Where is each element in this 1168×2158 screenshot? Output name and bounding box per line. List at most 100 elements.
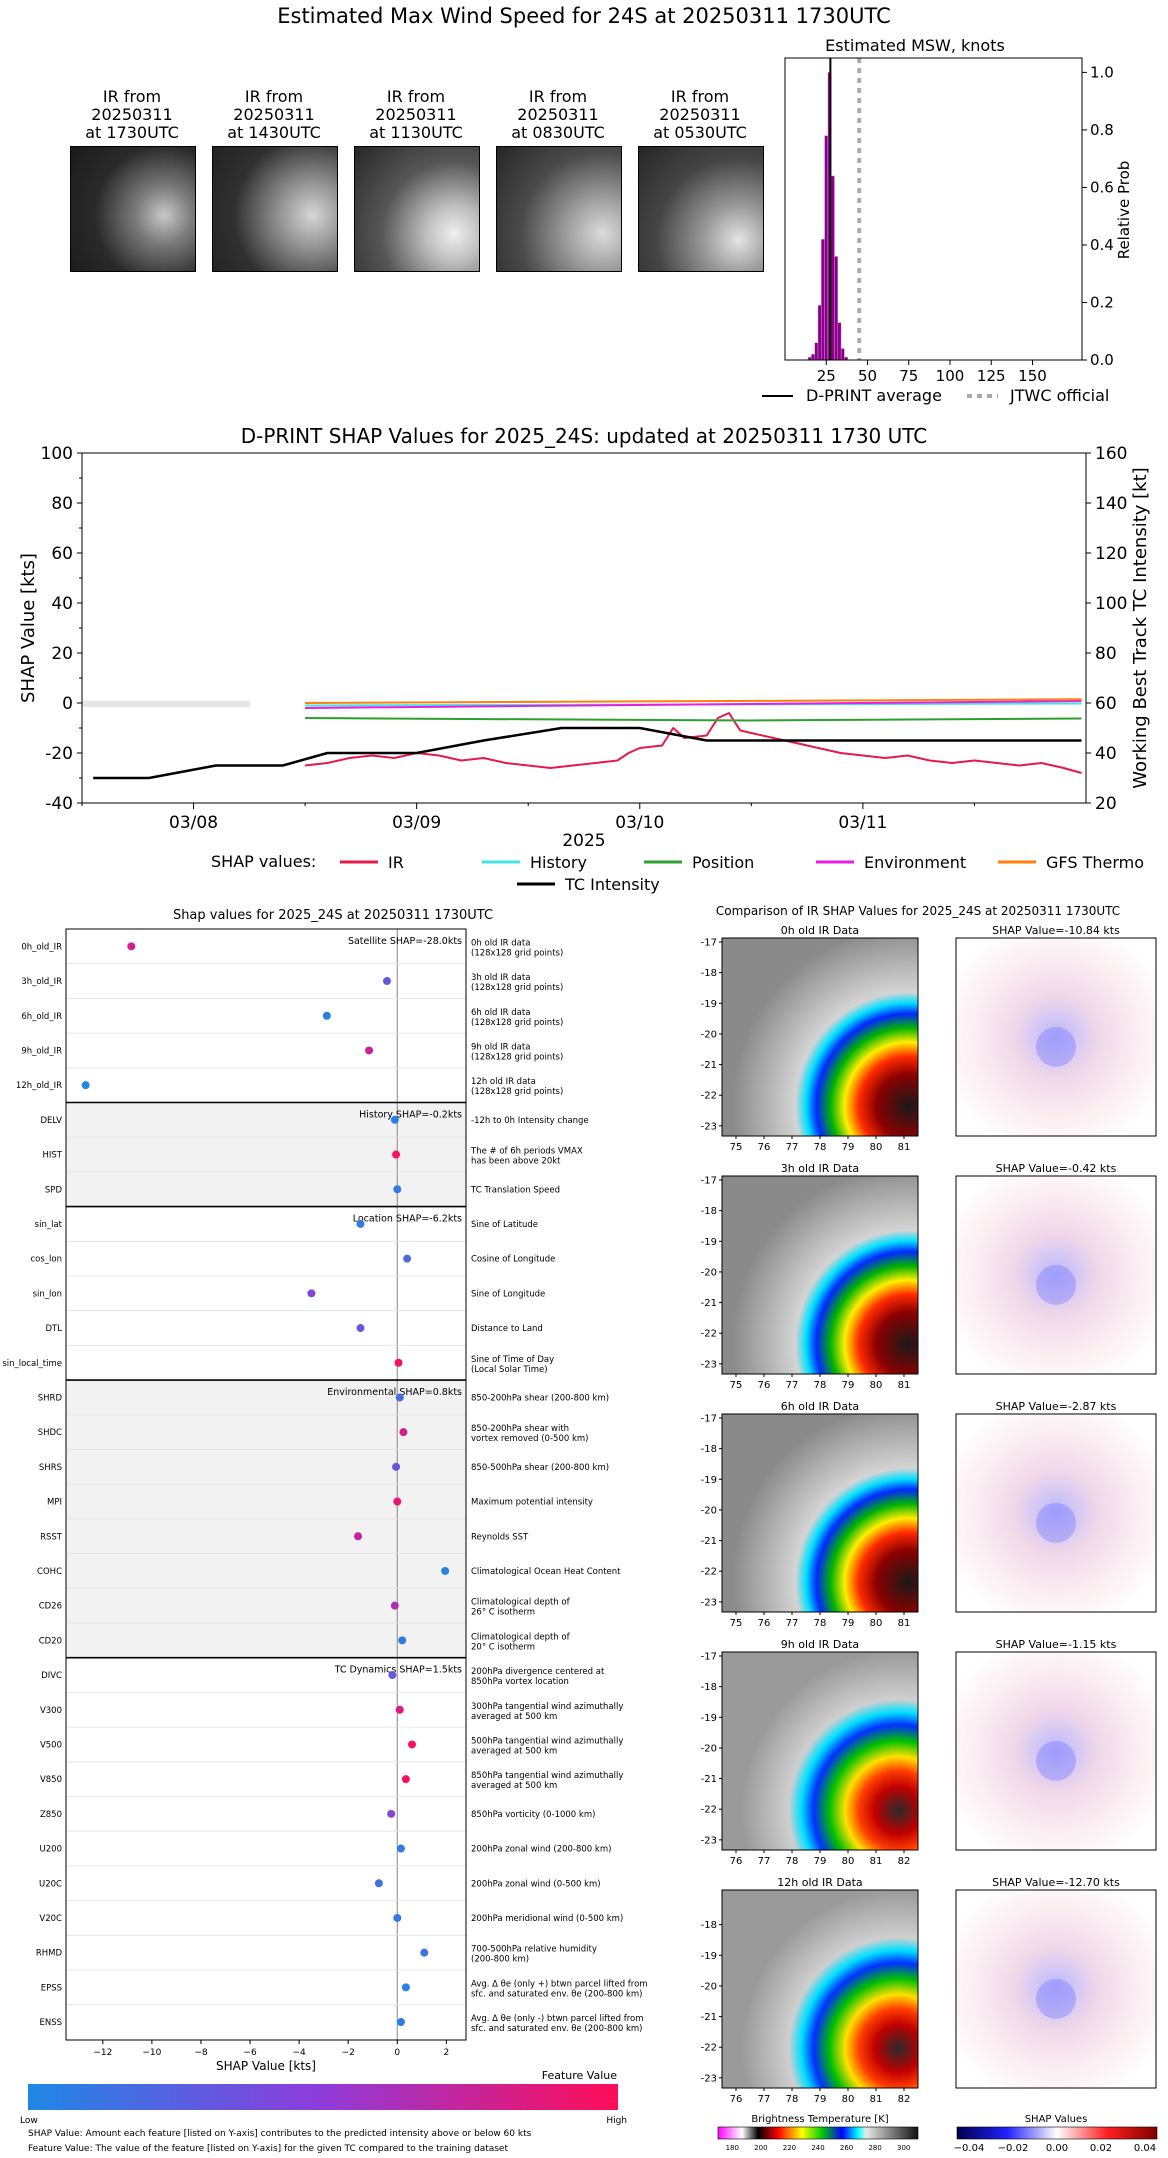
hist-bar	[840, 348, 845, 361]
shap-map-core	[1036, 1026, 1076, 1067]
bee-xlabel: SHAP Value [kts]	[216, 2059, 316, 2073]
feature-desc: averaged at 500 km	[471, 1781, 557, 1791]
ir-xtick-label: 78	[814, 1618, 827, 1629]
feature-name: V20C	[39, 1914, 62, 1924]
hist-frame	[784, 57, 1083, 361]
hist-ytick-label: 0.6	[1090, 178, 1114, 196]
ts-xtick-label: 03/08	[169, 813, 218, 833]
shap-dot	[356, 1219, 365, 1228]
legend-jtwc-label: JTWC official	[1009, 386, 1109, 405]
ts-y2tick-label: 40	[1095, 744, 1117, 764]
ir-ytick-label: -23	[701, 1597, 717, 1608]
footnote-shap: SHAP Value: Amount each feature [listed …	[28, 2129, 532, 2139]
feature-desc: averaged at 500 km	[471, 1712, 557, 1722]
feature-name: MPI	[47, 1498, 62, 1508]
ts-y2tick-label: 80	[1095, 644, 1117, 664]
feature-desc: vortex removed (0-500 km)	[471, 1434, 588, 1444]
shap-colorbar-ticks: −0.04 −0.02 0.00 0.02 0.04	[954, 2143, 1156, 2154]
shap-dot	[398, 1636, 407, 1645]
ir-xtick-label: 76	[758, 1380, 771, 1391]
shap-dot	[420, 1948, 429, 1957]
ir-xtick-label: 79	[842, 1380, 855, 1391]
bt-tick-label: 280	[868, 2144, 881, 2152]
ir-thumb-caption: IR from 20250311 at 0830UTC	[496, 88, 620, 142]
legend-label: Position	[692, 853, 754, 872]
ir-ytick-label: -22	[701, 1091, 717, 1102]
ir-ytick-label: -21	[701, 1298, 717, 1309]
hist-bar	[824, 135, 829, 361]
shap-panel-title: SHAP Value=-12.70 kts	[992, 1876, 1120, 1889]
ir-thumb-caption: IR from 20250311 at 1430UTC	[212, 88, 336, 142]
ts-legend: IR History Position Environment GFS Thermo TC…	[340, 853, 1144, 894]
ts-xlabel: 2025	[562, 831, 605, 851]
ir-ytick-label: -20	[701, 1743, 717, 1754]
cmp-title: Comparison of IR SHAP Values for 2025_24…	[716, 904, 1120, 918]
ir-ytick-label: -19	[701, 1951, 717, 1962]
shap-map	[955, 1651, 1157, 1851]
hist-ytick-label: 0.4	[1090, 236, 1114, 254]
ir-xtick-label: 76	[730, 2094, 743, 2105]
hist-bar	[831, 175, 835, 361]
feature-desc: averaged at 500 km	[471, 1746, 557, 1756]
thumb-caption-line: 20250311	[375, 105, 457, 124]
feature-desc: 300hPa tangential wind azimuthally	[471, 1702, 623, 1712]
ir-xtick-label: 77	[758, 1856, 771, 1867]
ts-ytick-label: 60	[51, 544, 73, 564]
thumb-caption-line: 20250311	[659, 105, 741, 124]
shap-map-core	[1036, 1740, 1076, 1781]
ts-ylabel: SHAP Value [kts]	[18, 553, 39, 703]
ts-xtick-label: 03/10	[615, 813, 664, 833]
ts-xtick-label: 03/09	[392, 813, 441, 833]
feature-desc: 6h old IR data	[471, 1008, 530, 1018]
main-title: Estimated Max Wind Speed for 24S at 2025…	[277, 4, 891, 28]
shap-dot	[393, 1913, 402, 1922]
ir-xtick-label: 77	[786, 1618, 799, 1629]
ir-xtick-label: 80	[842, 1856, 855, 1867]
shap-map-core	[1036, 1978, 1076, 2019]
feature-name: 9h_old_IR	[21, 1046, 62, 1056]
hist-xtick-label: 150	[1018, 367, 1047, 385]
ir-panel-title: 3h old IR Data	[781, 1162, 859, 1175]
bee-rows: Satellite SHAP=-28.0kts 0h_old_IR 0h old I…	[2, 936, 647, 2034]
shap-dot	[393, 1497, 402, 1506]
ir-ytick-label: -23	[701, 1121, 717, 1132]
feature-desc: 0h old IR data	[471, 938, 530, 948]
shap-map-core	[1036, 1264, 1076, 1305]
feature-desc: Climatological depth of	[471, 1598, 571, 1608]
ts-xticks: 03/08 03/09 03/10 03/11	[81, 803, 975, 833]
shap-dot	[395, 1705, 404, 1714]
feature-desc: Cosine of Longitude	[471, 1255, 555, 1265]
feature-name: SHDC	[38, 1428, 62, 1438]
feature-name: SPD	[45, 1185, 63, 1195]
ts-ytick-label: 100	[41, 444, 73, 464]
ir-xtick-label: 78	[814, 1142, 827, 1153]
ir-xtick-label: 75	[730, 1618, 743, 1629]
ir-ytick-label: -18	[701, 1682, 717, 1693]
ir-xtick-label: 79	[814, 1856, 827, 1867]
ir-xtick-label: 78	[786, 2094, 799, 2105]
ir-xtick-label: 82	[898, 1856, 911, 1867]
feature-desc: 9h old IR data	[471, 1042, 530, 1052]
feature-name: EPSS	[41, 1983, 62, 1993]
ir-ytick-label: -19	[701, 1475, 717, 1486]
shap-map	[955, 1889, 1157, 2089]
feature-desc: (128x128 grid points)	[471, 1018, 563, 1028]
ts-yticks: -40 -20 0 20 40 60 80 100	[41, 444, 82, 814]
shap-dot	[392, 1150, 401, 1159]
ts-ytick-label: -40	[45, 794, 73, 814]
feature-desc: (128x128 grid points)	[471, 1087, 563, 1097]
feature-desc: (128x128 grid points)	[471, 983, 563, 993]
ir-ytick-label: -23	[701, 1359, 717, 1370]
ts-title: D-PRINT SHAP Values for 2025_24S: update…	[241, 424, 928, 448]
hist-bars	[807, 72, 848, 361]
series-line-tc-intensity	[93, 726, 1082, 780]
shap-panel-title: SHAP Value=-10.84 kts	[992, 924, 1120, 937]
feature-desc: 850-500hPa shear (200-800 km)	[471, 1463, 609, 1473]
bee-xtick-label: −6	[243, 2048, 257, 2058]
group-label: History SHAP=-0.2kts	[359, 1110, 462, 1121]
ir-shap-comparison: Comparison of IR SHAP Values for 2025_24…	[701, 904, 1158, 2154]
feature-name: DIVC	[41, 1671, 62, 1681]
bt-colorbar	[717, 2126, 919, 2140]
shap-dot	[401, 1983, 410, 1992]
feature-desc: 850-200hPa shear (200-800 km)	[471, 1393, 609, 1403]
